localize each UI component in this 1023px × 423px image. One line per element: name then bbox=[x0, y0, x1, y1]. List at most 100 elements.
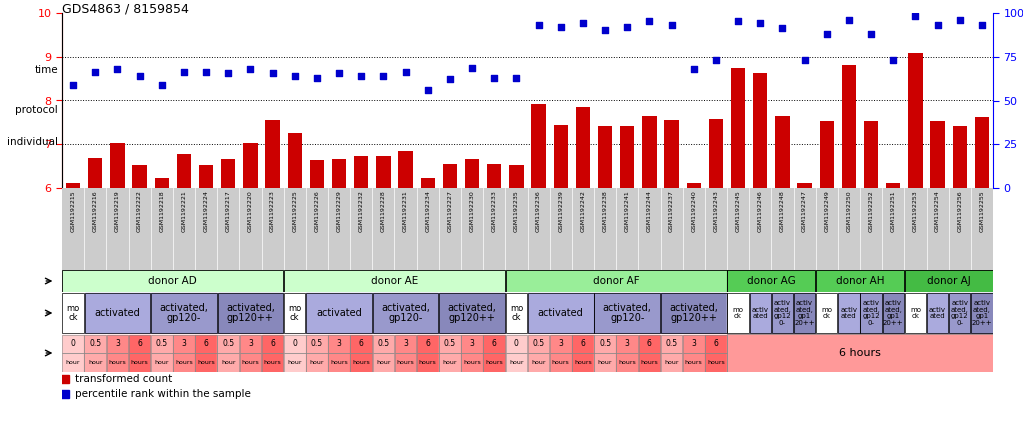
Bar bbox=[505, 353, 527, 372]
Bar bbox=[661, 353, 682, 372]
Bar bbox=[638, 335, 660, 353]
Bar bbox=[395, 353, 416, 372]
Text: hour: hour bbox=[376, 360, 391, 365]
Bar bbox=[354, 157, 368, 188]
Text: activ
ated: activ ated bbox=[841, 307, 857, 319]
Text: hour: hour bbox=[221, 360, 235, 365]
Bar bbox=[306, 353, 327, 372]
Bar bbox=[84, 335, 106, 353]
Bar bbox=[594, 335, 616, 353]
Bar bbox=[417, 353, 439, 372]
Text: activated,
gp120++: activated, gp120++ bbox=[226, 302, 275, 324]
Bar bbox=[771, 293, 793, 333]
Bar bbox=[395, 353, 416, 372]
Point bbox=[885, 57, 901, 63]
Bar bbox=[661, 335, 682, 353]
Text: GSM1192235: GSM1192235 bbox=[514, 190, 519, 232]
Point bbox=[397, 69, 413, 75]
Point bbox=[264, 70, 280, 77]
Bar bbox=[218, 335, 239, 353]
Bar bbox=[572, 335, 593, 353]
Bar bbox=[572, 188, 594, 270]
Bar bbox=[218, 353, 239, 372]
Bar bbox=[487, 164, 501, 188]
Text: 3: 3 bbox=[692, 339, 697, 349]
Text: activated: activated bbox=[316, 308, 362, 318]
Bar bbox=[705, 335, 726, 353]
Text: GSM1192251: GSM1192251 bbox=[891, 190, 896, 232]
Bar bbox=[262, 353, 283, 372]
Text: GSM1192226: GSM1192226 bbox=[314, 190, 319, 232]
Bar bbox=[816, 293, 838, 333]
Bar bbox=[860, 188, 882, 270]
Bar bbox=[882, 188, 904, 270]
Text: 3: 3 bbox=[403, 339, 408, 349]
Bar bbox=[797, 183, 812, 188]
Bar bbox=[594, 353, 616, 372]
Text: hours: hours bbox=[241, 360, 259, 365]
Text: GSM1192242: GSM1192242 bbox=[580, 190, 585, 232]
Bar bbox=[576, 107, 590, 188]
Point bbox=[286, 73, 303, 80]
Point bbox=[330, 70, 347, 77]
Bar bbox=[750, 293, 771, 333]
Text: hours: hours bbox=[175, 360, 192, 365]
Bar bbox=[661, 293, 726, 333]
Text: 0.5: 0.5 bbox=[222, 339, 234, 349]
Text: 6: 6 bbox=[580, 339, 585, 349]
Bar bbox=[930, 121, 945, 188]
Bar bbox=[816, 293, 838, 333]
Text: GSM1192220: GSM1192220 bbox=[248, 190, 253, 232]
Bar bbox=[727, 270, 815, 291]
Bar bbox=[682, 188, 705, 270]
Bar bbox=[949, 293, 971, 333]
Text: 0.5: 0.5 bbox=[444, 339, 456, 349]
Bar bbox=[65, 183, 80, 188]
Bar bbox=[84, 335, 106, 353]
Point bbox=[220, 70, 236, 77]
Bar bbox=[221, 159, 235, 188]
Text: GSM1192218: GSM1192218 bbox=[160, 190, 165, 232]
Bar bbox=[709, 119, 723, 188]
Text: activated: activated bbox=[94, 308, 140, 318]
Bar bbox=[904, 188, 927, 270]
Bar bbox=[265, 120, 279, 188]
Text: hours: hours bbox=[131, 360, 148, 365]
Text: 0.5: 0.5 bbox=[666, 339, 677, 349]
Bar bbox=[372, 353, 394, 372]
Point bbox=[685, 66, 702, 72]
Text: 6: 6 bbox=[713, 339, 718, 349]
Text: GSM1192229: GSM1192229 bbox=[337, 190, 342, 232]
Bar bbox=[395, 335, 416, 353]
Point bbox=[131, 73, 147, 80]
Bar bbox=[753, 73, 767, 188]
Text: hours: hours bbox=[397, 360, 414, 365]
Bar bbox=[439, 335, 460, 353]
Bar bbox=[284, 293, 306, 333]
Text: 0: 0 bbox=[293, 339, 298, 349]
Bar bbox=[328, 335, 350, 353]
Bar bbox=[531, 104, 546, 188]
Text: GSM1192219: GSM1192219 bbox=[115, 190, 120, 232]
Text: hours: hours bbox=[640, 360, 658, 365]
Text: GSM1192254: GSM1192254 bbox=[935, 190, 940, 232]
Bar bbox=[306, 353, 327, 372]
Bar bbox=[617, 335, 638, 353]
Point bbox=[641, 17, 658, 24]
Bar bbox=[638, 188, 661, 270]
Text: mo
ck: mo ck bbox=[909, 307, 921, 319]
Bar bbox=[129, 335, 150, 353]
Bar bbox=[195, 188, 217, 270]
Point bbox=[419, 86, 436, 93]
Bar bbox=[106, 188, 129, 270]
Text: hour: hour bbox=[443, 360, 457, 365]
Bar bbox=[439, 353, 460, 372]
Point bbox=[841, 16, 857, 23]
Point bbox=[109, 66, 126, 72]
Bar bbox=[62, 353, 84, 372]
Bar bbox=[239, 353, 261, 372]
Bar bbox=[376, 157, 391, 188]
Bar bbox=[150, 353, 173, 372]
Bar bbox=[683, 353, 705, 372]
Text: GSM1192217: GSM1192217 bbox=[226, 190, 231, 232]
